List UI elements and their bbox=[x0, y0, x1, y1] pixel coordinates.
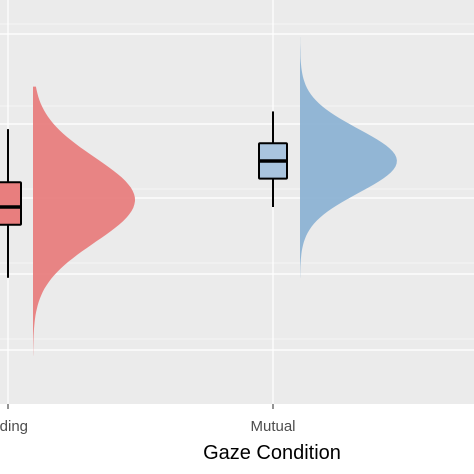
x-tick-label-0: oiding bbox=[0, 418, 28, 435]
x-ticks: oiding Mutual bbox=[0, 404, 296, 435]
density-cloud-avoiding bbox=[33, 86, 135, 356]
x-tick-label-1: Mutual bbox=[250, 418, 295, 435]
x-axis-title: Gaze Condition bbox=[203, 442, 341, 464]
boxplots bbox=[0, 111, 288, 278]
bottom-strip bbox=[0, 404, 474, 474]
boxplot-avoiding bbox=[0, 129, 22, 278]
box-iqr bbox=[0, 181, 22, 226]
density-clouds bbox=[33, 37, 397, 356]
density-cloud-mutual bbox=[300, 37, 397, 278]
boxplot-mutual bbox=[258, 111, 288, 207]
